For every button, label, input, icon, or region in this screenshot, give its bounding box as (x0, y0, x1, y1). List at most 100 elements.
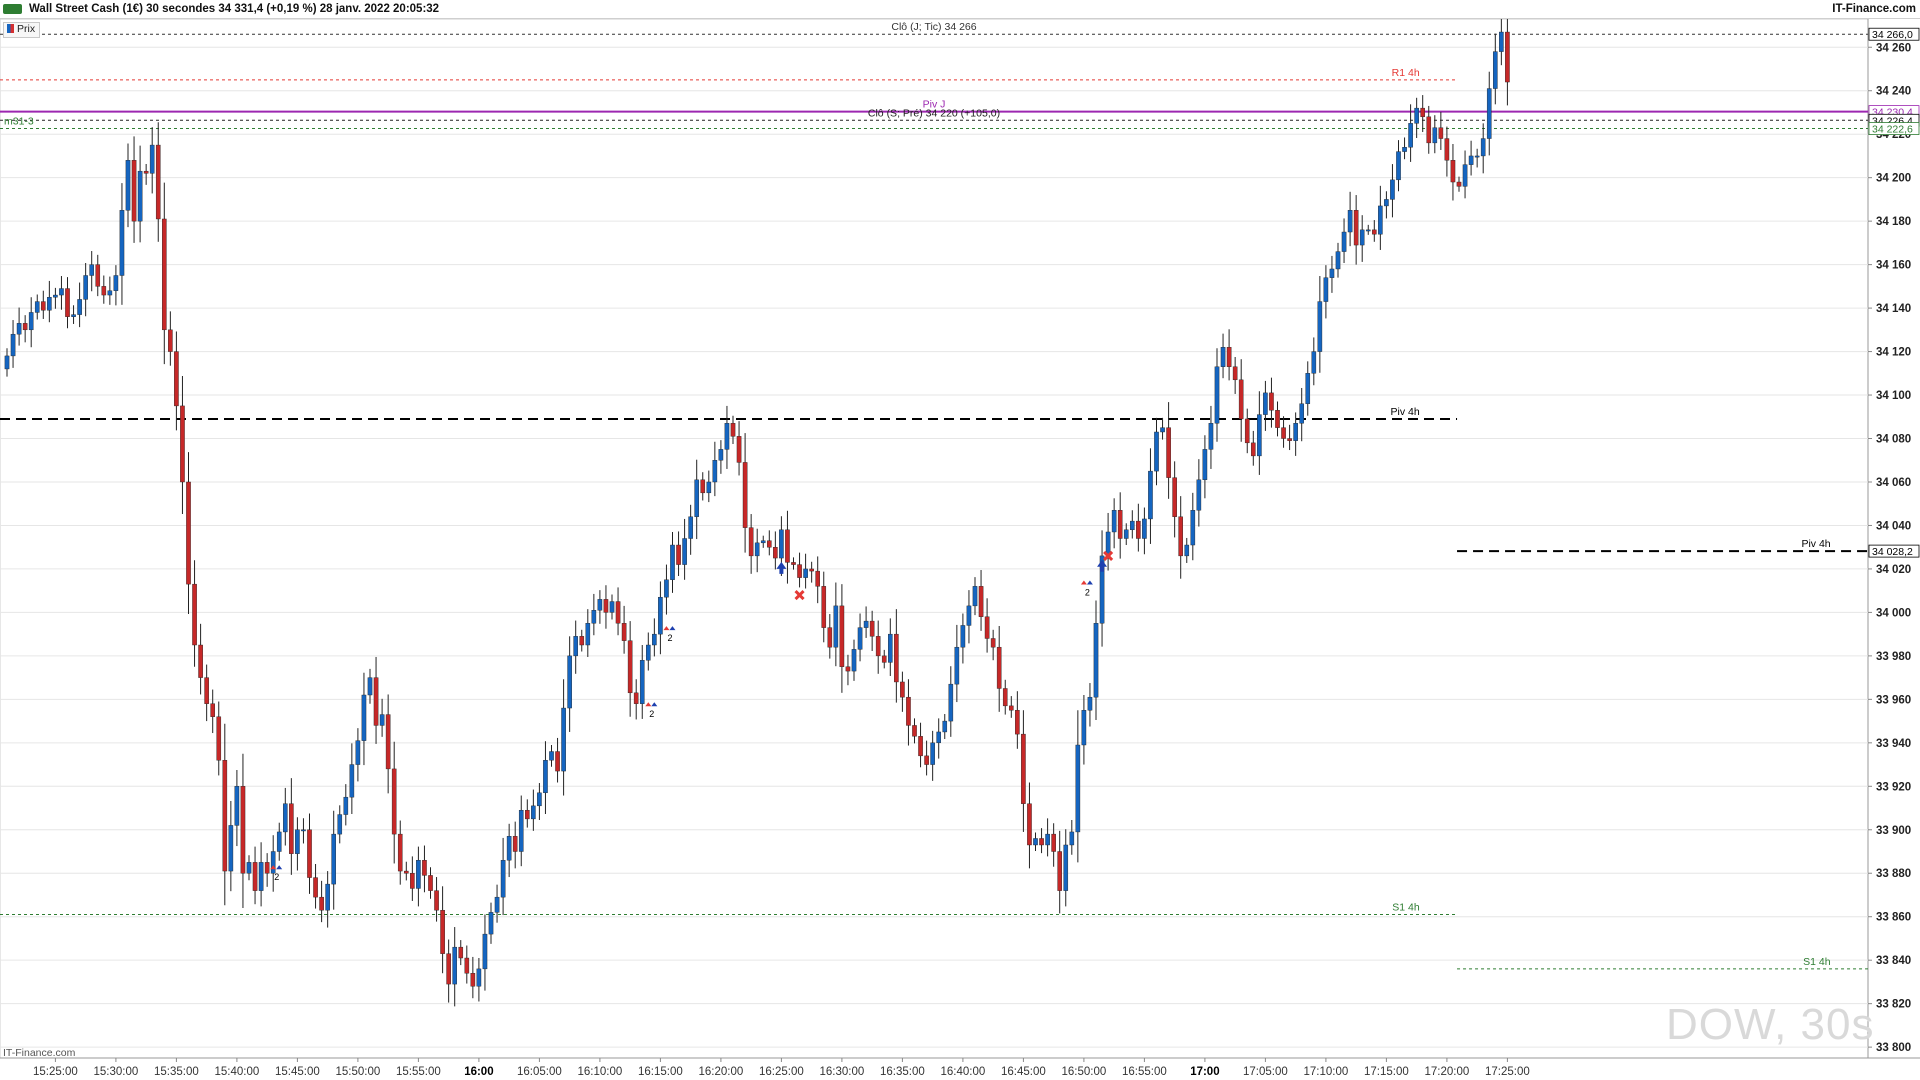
x-tick-label: 17:20:00 (1425, 1066, 1470, 1078)
candle-up (367, 677, 373, 696)
candle-up (349, 764, 355, 798)
level-label: Clô (J; Tic) 34 266 (891, 21, 976, 33)
candle-down (1281, 427, 1286, 439)
candle-up (518, 810, 524, 852)
candle-down (1166, 427, 1171, 478)
x-tick-label: 17:25:00 (1485, 1066, 1530, 1078)
candle-up (119, 210, 125, 276)
candle-down (839, 605, 845, 667)
candle-up (1214, 366, 1220, 424)
candle-up (1069, 831, 1075, 846)
candle-down (996, 646, 1002, 689)
level-label: Piv J (923, 99, 946, 111)
y-tick-label: 34 000 (1876, 607, 1911, 619)
candle-down (434, 890, 439, 911)
candle-up (113, 275, 119, 291)
candle-up (1111, 510, 1117, 533)
candle-up (1474, 155, 1480, 158)
candle-up (1335, 251, 1341, 270)
candle-down (1172, 477, 1177, 517)
x-tick-label: 16:25:00 (759, 1066, 804, 1078)
candle-down (446, 953, 451, 985)
y-tick-label: 34 260 (1876, 42, 1911, 54)
candle-down (373, 677, 379, 726)
candle-down (773, 546, 778, 559)
candle-up (724, 423, 730, 450)
candle-up (301, 829, 306, 832)
y-tick-label: 33 820 (1876, 999, 1911, 1011)
level-label: Clô (S; Pré) 34 220 (+105,0) (868, 107, 1000, 119)
candle-down (900, 681, 905, 698)
candle-down (1002, 688, 1008, 707)
candle-down (1426, 116, 1432, 144)
candle-up (494, 896, 500, 913)
candle-up (706, 481, 712, 494)
candle-up (416, 859, 421, 889)
sell-cross-icon (1103, 550, 1114, 561)
candle-up (1365, 229, 1371, 232)
candle-up (1492, 51, 1498, 89)
candle-up (295, 829, 300, 854)
candle-up (1341, 231, 1347, 252)
candle-down (1238, 379, 1244, 420)
price-badge (1868, 27, 1920, 41)
candle-up (28, 312, 34, 331)
candle-down (264, 862, 270, 874)
candle-down (101, 286, 107, 296)
candle-up (1220, 347, 1226, 367)
candle-up (658, 596, 663, 635)
candle-down (1039, 838, 1044, 846)
candle-up (972, 586, 978, 607)
candle-up (1099, 555, 1105, 624)
level-label: S1 4h (1392, 902, 1420, 914)
candle-up (863, 620, 869, 628)
candle-up (760, 540, 766, 544)
candle-up (258, 862, 264, 891)
candle-down (815, 570, 820, 587)
y-tick-label: 33 880 (1876, 868, 1911, 880)
candle-up (1402, 147, 1407, 152)
candle-up (452, 946, 458, 985)
candle-up (682, 538, 687, 565)
candle-down (186, 481, 191, 585)
candle-up (1123, 529, 1129, 539)
candle-up (1390, 179, 1395, 200)
candle-down (404, 870, 409, 874)
candle-up (379, 714, 385, 726)
y-tick-label: 33 960 (1876, 694, 1911, 706)
y-tick-label: 34 140 (1876, 303, 1911, 315)
candle-up (549, 751, 554, 761)
candle-down (143, 170, 149, 174)
candle-up (482, 933, 488, 970)
candle-up (149, 144, 155, 174)
y-tick-label: 33 900 (1876, 825, 1911, 837)
x-tick-label: 16:40:00 (941, 1066, 986, 1078)
signal-red-arrow-icon (645, 702, 652, 707)
candle-up (1263, 392, 1268, 415)
candle-down (1136, 520, 1141, 539)
candle-up (1257, 414, 1262, 457)
candle-up (754, 542, 760, 557)
brand-label[interactable]: IT-Finance.com (1832, 3, 1916, 15)
candle-up (1480, 138, 1486, 157)
candle-up (1311, 351, 1317, 374)
x-tick-label: 17:10:00 (1304, 1066, 1349, 1078)
candle-down (1226, 347, 1232, 367)
signal-red-arrow-icon (1080, 580, 1087, 585)
candle-up (591, 610, 597, 624)
candle-down (313, 877, 318, 898)
candle-down (791, 562, 796, 565)
candle-up (1462, 164, 1468, 187)
series-legend[interactable]: Prix (3, 22, 41, 38)
candle-down (821, 586, 827, 628)
candle-down (730, 423, 736, 437)
x-tick-label: 17:15:00 (1364, 1066, 1409, 1078)
candle-up (71, 314, 76, 317)
candle-down (470, 973, 476, 987)
y-tick-label: 34 060 (1876, 477, 1911, 489)
candle-down (1027, 803, 1032, 846)
candle-up (646, 644, 651, 661)
level-label: Piv 4h (1801, 538, 1830, 550)
candle-up (670, 544, 675, 580)
